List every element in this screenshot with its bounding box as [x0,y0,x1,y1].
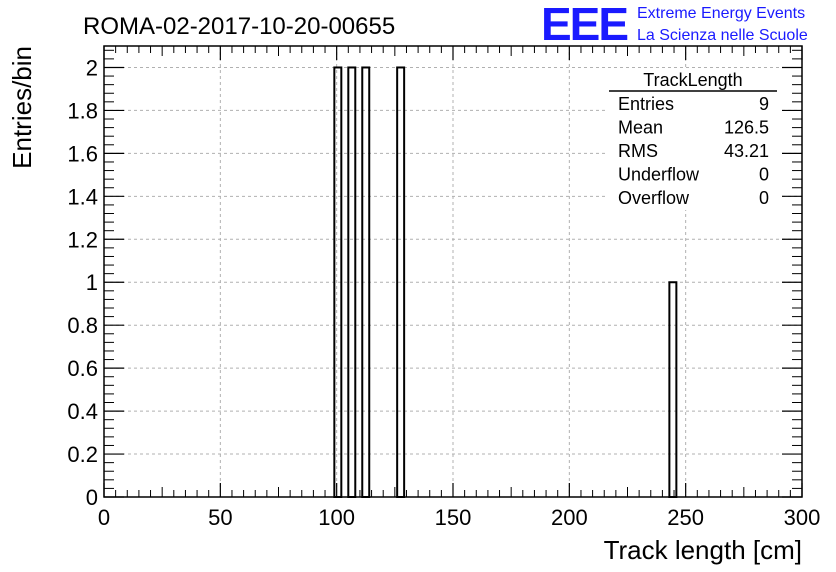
y-tick-label: 1.4 [67,184,98,209]
histogram-bar [668,281,678,498]
x-tick-label: 100 [318,505,355,530]
run-title: ROMA-02-2017-10-20-00655 [83,13,395,40]
stats-title: TrackLength [643,70,742,90]
y-tick-label: 0.4 [67,399,98,424]
stats-row-label: RMS [618,141,658,161]
stats-row-value: 126.5 [724,118,769,138]
stats-row-label: Mean [618,118,663,138]
stats-row-label: Overflow [618,188,690,208]
x-tick-label: 50 [208,505,232,530]
x-tick-label: 300 [784,505,821,530]
grid [104,46,802,497]
stats-row-value: 9 [759,94,769,114]
y-tick-label: 1 [86,270,98,295]
x-axis-title: Track length [cm] [604,535,802,565]
x-tick-label: 150 [435,505,472,530]
x-tick-label: 250 [667,505,704,530]
x-tick-label: 0 [98,505,110,530]
stats-row-value: 0 [759,165,769,185]
stats-box-frame [607,70,779,210]
y-tick-label: 0 [86,485,98,510]
axes: 0 50 100 150 200 250 30000.20.40.60.811.21.41.… [67,46,820,530]
logo-line-2: La Scienza nelle Scuole [637,27,808,44]
logo-line-1: Extreme Energy Events [637,5,805,22]
stats-row-label: Underflow [618,165,700,185]
stats-row-label: Entries [618,94,674,114]
y-tick-label: 0.8 [67,313,98,338]
y-axis-title: Entries/bin [7,46,37,169]
y-tick-label: 1.6 [67,141,98,166]
logo-letters: EEE [541,0,627,50]
stats-box: TrackLength Entries 9 Mean 126.5 RMS 43.21 Und… [607,70,779,210]
y-tick-label: 2 [86,55,98,80]
eee-logo: EEE Extreme Energy Events La Scienza nel… [541,0,808,50]
y-tick-label: 0.6 [67,356,98,381]
x-tick-label: 200 [551,505,588,530]
plot-frame [103,45,803,498]
y-tick-label: 1.8 [67,98,98,123]
y-tick-label: 0.2 [67,442,98,467]
stats-row-value: 43.21 [724,141,769,161]
stats-row-value: 0 [759,188,769,208]
y-tick-label: 1.2 [67,227,98,252]
